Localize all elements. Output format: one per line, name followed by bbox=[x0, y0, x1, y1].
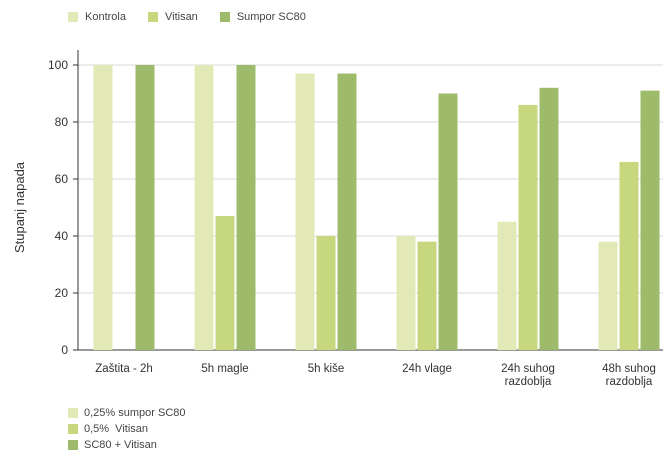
x-tick-label: 48h suhog bbox=[602, 363, 656, 375]
bar-vitisan bbox=[417, 241, 437, 350]
legend-swatch bbox=[68, 424, 78, 434]
bar-sumpor-sc80 bbox=[438, 93, 458, 350]
bar-vitisan bbox=[619, 161, 639, 350]
bar-vitisan bbox=[518, 104, 538, 351]
legend-swatch bbox=[147, 12, 158, 22]
y-axis-label: Stupanj napada bbox=[12, 161, 27, 253]
bar-sumpor-sc80 bbox=[640, 90, 660, 351]
legend-swatch bbox=[68, 12, 78, 22]
legend-bottom-item: 0,25% sumpor SC80 bbox=[68, 405, 186, 421]
x-tick-label: 5h kiše bbox=[308, 363, 344, 375]
y-tick-label: 0 bbox=[61, 343, 68, 357]
legend-label: SC80 + Vitisan bbox=[84, 438, 157, 451]
x-tick-label: 24h suhog bbox=[501, 363, 555, 375]
x-tick-label: 24h vlage bbox=[402, 363, 452, 375]
bar-sumpor-sc80 bbox=[236, 65, 256, 350]
legend-bottom-item: SC80 + Vitisan bbox=[68, 437, 186, 453]
legend-bottom-item: 0,5% Vitisan bbox=[68, 421, 186, 437]
x-tick-label: razdoblja bbox=[606, 376, 653, 388]
y-tick-label: 60 bbox=[55, 172, 69, 186]
y-tick-label: 20 bbox=[55, 286, 69, 300]
bar-sumpor-sc80 bbox=[539, 87, 559, 351]
bar-kontrola bbox=[194, 65, 214, 350]
legend-swatch bbox=[219, 12, 230, 22]
legend-item-sumpor: Sumpor SC80 bbox=[219, 11, 306, 23]
legend-item-vitisan: Vitisan bbox=[147, 11, 198, 23]
legend-bottom: 0,25% sumpor SC80 0,5% Vitisan SC80 + Vi… bbox=[68, 405, 186, 453]
legend-swatch bbox=[68, 408, 78, 418]
legend-top: Kontrola Vitisan Sumpor SC80 bbox=[68, 11, 306, 23]
bar-kontrola bbox=[598, 241, 618, 350]
bar-sumpor-sc80 bbox=[135, 65, 155, 350]
x-tick-label: Zaštita - 2h bbox=[95, 363, 153, 375]
x-tick-label: 5h magle bbox=[201, 363, 248, 375]
legend-label: Sumpor SC80 bbox=[236, 11, 306, 23]
x-tick-label: razdoblja bbox=[505, 376, 552, 388]
legend-label: 0,5% Vitisan bbox=[84, 422, 149, 435]
legend-label: 0,25% sumpor SC80 bbox=[84, 406, 186, 419]
bar-kontrola bbox=[497, 221, 517, 350]
bar-kontrola bbox=[295, 73, 315, 351]
legend-label: Vitisan bbox=[164, 11, 198, 23]
bar-kontrola bbox=[396, 236, 416, 350]
legend-label: Kontrola bbox=[85, 11, 126, 23]
y-tick-label: 40 bbox=[55, 229, 69, 243]
y-tick-label: 100 bbox=[48, 58, 68, 72]
y-tick-label: 80 bbox=[55, 115, 69, 129]
bar-kontrola bbox=[93, 65, 113, 350]
bar-sumpor-sc80 bbox=[337, 73, 357, 351]
bar-vitisan bbox=[316, 236, 336, 350]
bar-vitisan bbox=[215, 216, 235, 350]
legend-swatch bbox=[68, 440, 78, 450]
legend-item-kontrola: Kontrola bbox=[68, 11, 126, 23]
